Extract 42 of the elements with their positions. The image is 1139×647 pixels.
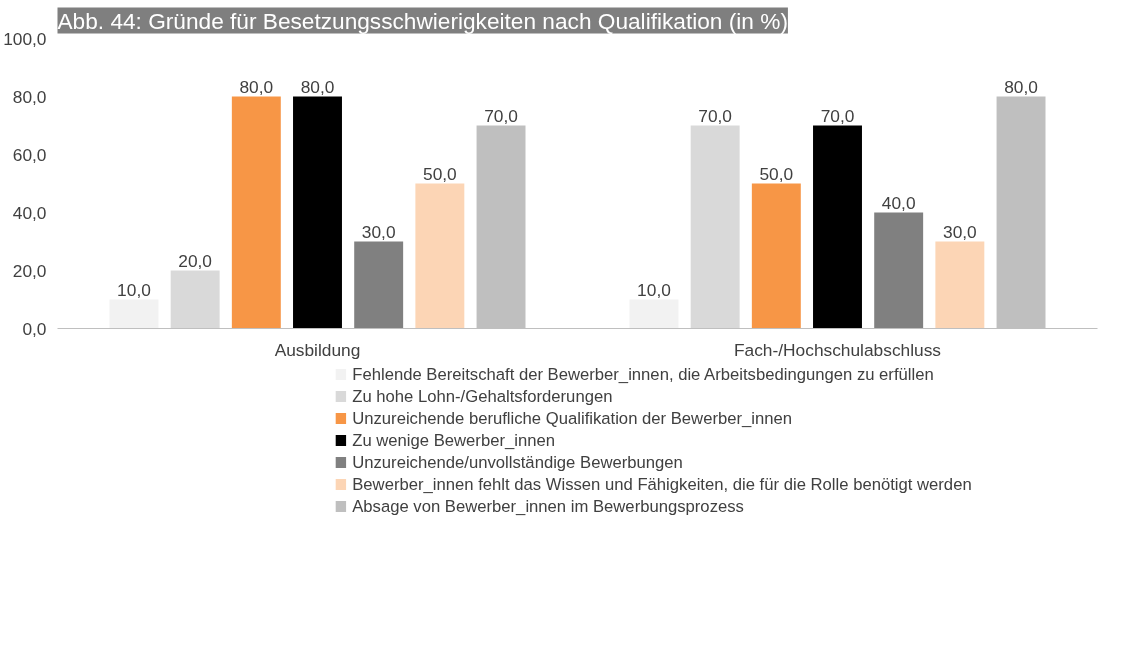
data-label: 30,0 xyxy=(942,221,977,242)
legend-label: Bewerber_innen fehlt das Wissen und Fähigkeiten, die für die Rolle benötigt werden xyxy=(352,475,972,494)
bar xyxy=(170,270,220,329)
x-tick-label: Ausbildung xyxy=(274,339,361,360)
y-tick-label: 0,0 xyxy=(22,318,47,339)
data-label: 10,0 xyxy=(637,279,671,300)
data-label: 70,0 xyxy=(698,105,733,126)
data-label: 80,0 xyxy=(300,76,335,97)
bar xyxy=(813,125,862,329)
data-label: 70,0 xyxy=(484,105,518,126)
bar xyxy=(690,125,740,329)
bar xyxy=(415,183,465,329)
bar xyxy=(293,96,342,329)
data-label: 80,0 xyxy=(1004,76,1038,97)
data-label: 50,0 xyxy=(422,163,457,184)
bar xyxy=(354,241,404,329)
y-tick-label: 20,0 xyxy=(12,260,47,281)
legend-label: Zu hohe Lohn-/Gehaltsforderungen xyxy=(352,387,613,406)
data-label: 30,0 xyxy=(361,221,396,242)
y-tick-label: 80,0 xyxy=(12,86,47,107)
legend-label: Absage von Bewerber_innen im Bewerbungsprozess xyxy=(352,497,744,516)
data-label: 20,0 xyxy=(178,250,213,271)
legend-label: Unzureichende berufliche Qualifikation der Bewerber_innen xyxy=(352,409,793,428)
y-tick-label: 40,0 xyxy=(12,202,47,223)
data-label: 10,0 xyxy=(117,279,151,300)
bar xyxy=(629,299,679,329)
bar xyxy=(751,183,801,329)
data-label: 70,0 xyxy=(820,105,855,126)
data-label: 40,0 xyxy=(881,192,916,213)
bar xyxy=(935,241,985,329)
y-tick-label: 60,0 xyxy=(12,144,47,165)
bar xyxy=(874,212,924,329)
y-tick-label: 100,0 xyxy=(3,28,47,49)
x-tick-label: Fach-/Hochschulabschluss xyxy=(733,339,942,360)
legend-label: Zu wenige Bewerber_innen xyxy=(352,431,556,450)
legend-label: Unzureichende/unvollständige Bewerbungen xyxy=(352,453,683,472)
bar xyxy=(231,96,281,329)
data-label: 50,0 xyxy=(759,163,794,184)
chart-title: Abb. 44: Gründe für Besetzungsschwierigkeiten nach Qualifikation (in %) xyxy=(57,7,788,34)
data-label: 80,0 xyxy=(239,76,274,97)
bar xyxy=(109,299,159,329)
legend-label: Fehlende Bereitschaft der Bewerber_innen, die Arbeitsbedingungen zu erfüllen xyxy=(352,365,934,384)
